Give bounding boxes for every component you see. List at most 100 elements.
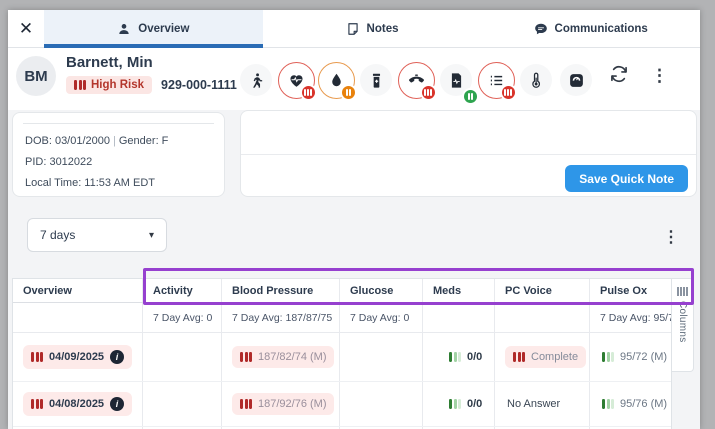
header-actions: ⋮ xyxy=(609,64,668,87)
cell-activity xyxy=(143,333,222,381)
report-status-badge xyxy=(462,88,479,105)
cell-blood-pressure: 187/92/76 (M) xyxy=(222,382,340,426)
columns-panel-toggle[interactable]: Columns xyxy=(672,278,694,372)
columns-panel-label: Columns xyxy=(677,301,688,343)
note-card-divider xyxy=(241,154,696,155)
glucose-drop-icon xyxy=(317,61,357,101)
thermometer-icon xyxy=(520,64,552,96)
date-pill[interactable]: 04/08/2025 i xyxy=(23,392,133,416)
avg-meds xyxy=(423,303,495,332)
pid-line: PID: 3012022 xyxy=(25,156,93,168)
activity-walk-icon xyxy=(240,64,272,96)
note-icon xyxy=(347,22,358,35)
col-header-activity[interactable]: Activity xyxy=(143,279,222,302)
cell-blood-pressure: 187/82/74 (M) xyxy=(222,333,340,381)
dob-gender-line: DOB: 03/01/2000 | Gender: F xyxy=(25,131,168,152)
vital-report[interactable] xyxy=(436,58,479,105)
chevron-down-icon: ▾ xyxy=(148,229,154,241)
patient-header: BM Barnett, Min High Risk 929-000-1111 xyxy=(8,48,700,112)
bp-pill[interactable]: 187/92/76 (M) xyxy=(232,393,335,415)
vital-pc-voice[interactable] xyxy=(396,58,437,102)
survey-risk-badge xyxy=(499,83,517,101)
ok-bars-icon xyxy=(602,352,614,362)
survey-list-icon xyxy=(477,61,517,101)
table-header-row: Overview Activity Blood Pressure Glucose… xyxy=(13,279,671,303)
vital-survey[interactable] xyxy=(476,58,517,102)
vital-thermometer[interactable] xyxy=(516,58,556,102)
table-row: 04/09/2025 i 187/82/74 (M) 0/0 xyxy=(13,333,671,382)
patient-name: Barnett, Min xyxy=(66,54,153,71)
cell-meds: 0/0 xyxy=(423,333,495,381)
col-header-pc-voice[interactable]: PC Voice xyxy=(495,279,590,302)
patient-panel: ✕ Overview Notes Communications BM Barne… xyxy=(8,10,701,429)
cell-activity xyxy=(143,382,222,426)
pulse-ox-value: 95/72 (M) xyxy=(620,351,668,363)
avg-blood-pressure: 7 Day Avg: 187/87/75 xyxy=(222,303,340,332)
tab-notes-label: Notes xyxy=(366,22,399,35)
vital-heart-rate[interactable] xyxy=(276,58,317,102)
col-header-overview[interactable]: Overview xyxy=(13,279,143,302)
bp-value: 187/92/76 (M) xyxy=(258,398,327,410)
cell-glucose xyxy=(340,382,423,426)
info-icon[interactable]: i xyxy=(110,397,125,411)
pc-voice-pill[interactable]: Complete xyxy=(505,346,587,368)
avg-pulse-ox: 7 Day Avg: 95/74 xyxy=(600,311,671,324)
tab-bar: ✕ Overview Notes Communications xyxy=(8,10,701,48)
info-card-divider xyxy=(23,123,214,124)
cell-pc-voice: No Answer xyxy=(495,382,590,426)
refresh-icon xyxy=(611,65,627,83)
dob-value: DOB: 03/01/2000 xyxy=(25,135,111,147)
heart-rate-risk-badge xyxy=(299,83,317,101)
pc-voice-status: No Answer xyxy=(507,398,561,410)
patient-info-lines: DOB: 03/01/2000 | Gender: F PID: 3012022 L… xyxy=(25,131,168,194)
info-icon[interactable]: i xyxy=(110,350,125,364)
header-kebab-menu[interactable]: ⋮ xyxy=(651,66,668,85)
risk-bars-icon xyxy=(240,399,252,409)
report-document-icon xyxy=(440,64,479,105)
cell-pulse-ox: 95/72 (M) xyxy=(590,333,671,381)
refresh-button[interactable] xyxy=(609,64,629,87)
avg-activity: 7 Day Avg: 0 xyxy=(143,303,222,332)
col-header-glucose[interactable]: Glucose xyxy=(340,279,423,302)
col-header-pulse-ox[interactable]: Pulse Ox xyxy=(600,284,648,297)
tab-communications[interactable]: Communications xyxy=(481,10,701,47)
ok-bars-icon xyxy=(449,399,461,409)
date-range-select[interactable]: 7 days ▾ xyxy=(27,218,167,252)
save-quick-note-button[interactable]: Save Quick Note xyxy=(565,165,688,192)
date-value: 04/08/2025 xyxy=(49,398,105,410)
date-pill[interactable]: 04/09/2025 i xyxy=(23,345,133,369)
chat-bubble-icon xyxy=(534,23,547,34)
heart-rate-icon xyxy=(277,61,317,101)
vital-activity[interactable] xyxy=(236,58,276,102)
table-row-partial xyxy=(13,427,671,429)
avatar: BM xyxy=(16,56,56,96)
tab-overview[interactable]: Overview xyxy=(44,10,263,48)
close-button[interactable]: ✕ xyxy=(8,10,44,47)
patient-phone: 929-000-1111 xyxy=(161,78,237,92)
quick-note-card: Save Quick Note xyxy=(240,110,697,197)
table-kebab-menu[interactable]: ⋮ xyxy=(658,222,684,252)
avg-overview xyxy=(13,303,143,332)
col-header-blood-pressure[interactable]: Blood Pressure xyxy=(222,279,340,302)
risk-bars-icon xyxy=(513,352,525,362)
cell-date: 04/08/2025 i xyxy=(13,382,143,426)
cell-pc-voice: Complete xyxy=(495,333,590,381)
col-header-meds[interactable]: Meds xyxy=(423,279,495,302)
local-time-line: Local Time: 11:53 AM EDT xyxy=(25,177,156,189)
ok-bars-icon xyxy=(449,352,461,362)
bp-pill[interactable]: 187/82/74 (M) xyxy=(232,346,335,368)
separator: | xyxy=(113,135,116,147)
bp-value: 187/82/74 (M) xyxy=(258,351,327,363)
cell-pulse-ox: 95/76 (M) xyxy=(590,382,671,426)
avg-row: 7 Day Avg: 0 7 Day Avg: 187/87/75 7 Day … xyxy=(13,303,671,333)
vital-glucose[interactable] xyxy=(316,58,357,102)
cell-glucose xyxy=(340,333,423,381)
vital-medication[interactable] xyxy=(356,58,396,102)
vital-weight[interactable] xyxy=(556,58,596,102)
pulse-ox-value: 95/76 (M) xyxy=(620,398,668,410)
tab-notes[interactable]: Notes xyxy=(262,10,482,47)
pc-voice-phone-icon xyxy=(397,61,437,101)
date-range-value: 7 days xyxy=(40,228,76,242)
glucose-risk-badge xyxy=(339,83,357,101)
